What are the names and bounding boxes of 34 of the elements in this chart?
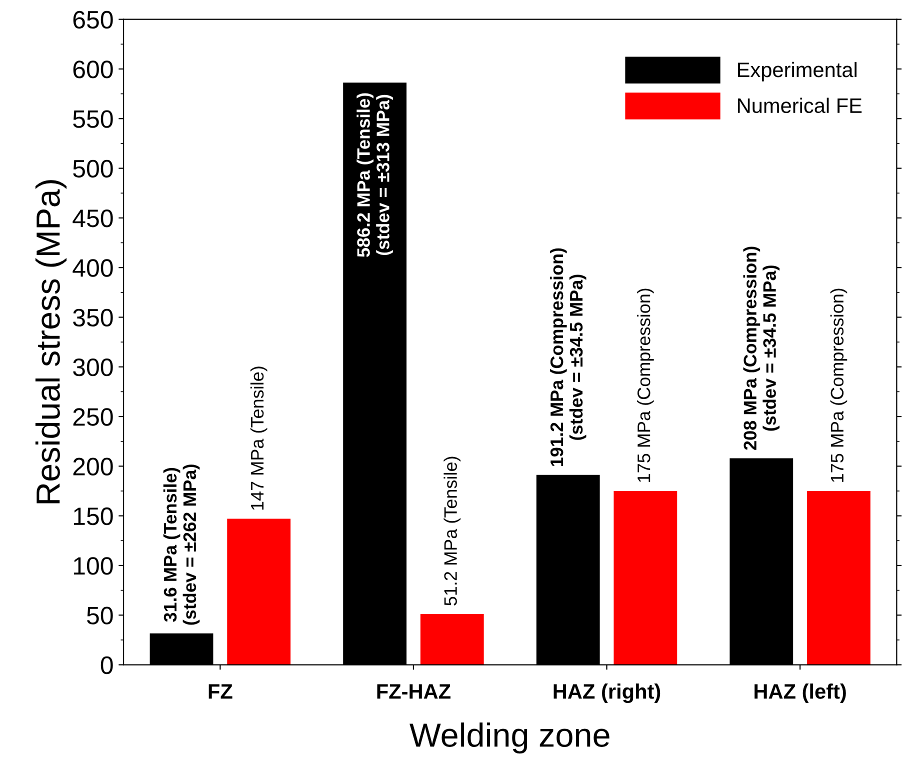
y-axis-title: Residual stress (MPa) (35, 180, 67, 504)
data-label: 208 MPa (Compression) (stdev = ±34.5 MPa) (743, 246, 780, 450)
y-tick-label: 350 (73, 308, 113, 327)
y-tick-label: 300 (73, 358, 113, 376)
data-label: 31.6 MPa (Tensile) (stdev = ±262 MPa) (163, 464, 200, 625)
y-tick-label: 450 (72, 210, 113, 228)
legend-label: Experimental (738, 62, 856, 82)
y-tick-label: 550 (73, 110, 113, 128)
y-tick-label: 650 (73, 10, 113, 29)
y-tick-label: 0 (100, 656, 113, 674)
x-tick-label: FZ (208, 684, 232, 699)
data-label: 147 MPa (Tensile) (250, 366, 268, 510)
bar (420, 614, 484, 665)
x-tick-label: HAZ (left) (754, 684, 846, 703)
y-tick-label: 200 (73, 458, 113, 476)
data-label: 51.2 MPa (Tensile) (444, 456, 461, 606)
bar (227, 518, 291, 665)
y-tick-label: 50 (87, 606, 113, 624)
bar (807, 491, 870, 665)
x-tick-label: FZ-HAZ (377, 684, 450, 699)
data-label: 175 MPa (Compression) (830, 288, 848, 482)
y-tick-label: 100 (74, 557, 113, 575)
data-label: 175 MPa (Compression) (637, 288, 654, 482)
bar (614, 491, 678, 665)
legend-label: Numerical FE (738, 98, 862, 114)
x-axis-title: Welding zone (410, 722, 610, 754)
data-label: 191.2 MPa (Compression) (stdev = ±34.5 MPa) (550, 248, 586, 466)
data-label: 586.2 MPa (Tensile) (stdev = ±313 MPa) (356, 93, 393, 258)
y-tick-label: 400 (72, 259, 113, 277)
x-tick-label: HAZ (right) (554, 684, 660, 704)
y-tick-label: 150 (74, 507, 113, 526)
y-tick-label: 250 (73, 408, 113, 426)
y-tick-label: 500 (73, 160, 113, 178)
y-tick-label: 600 (73, 60, 113, 78)
